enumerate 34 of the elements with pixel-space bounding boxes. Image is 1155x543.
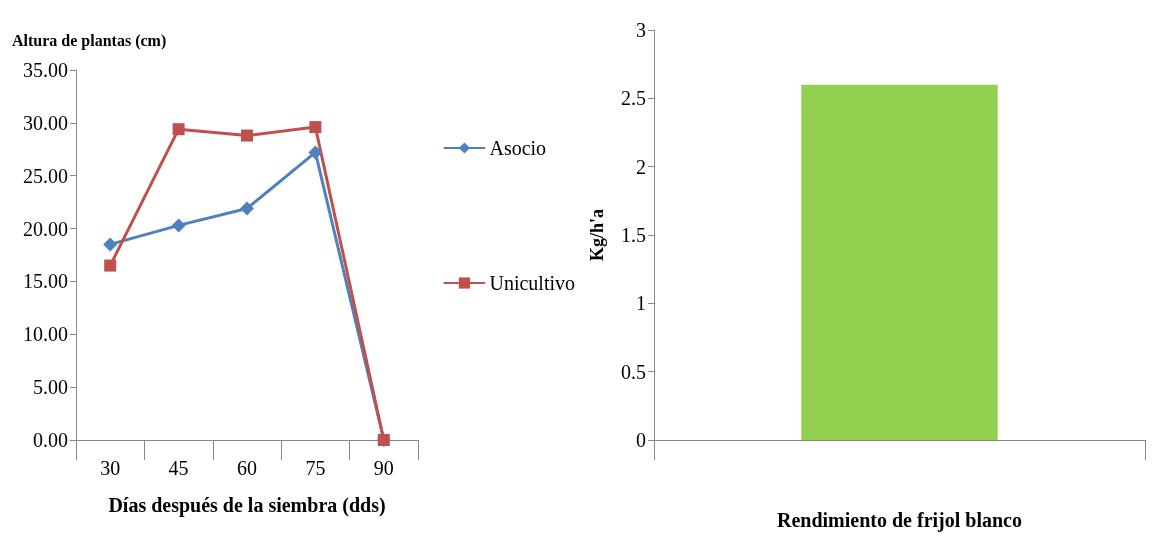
y-tick-label: 2.5 [621, 87, 646, 110]
y-tick-label: 10.00 [23, 323, 68, 346]
y-tick-label: 0 [636, 429, 646, 451]
point [241, 129, 253, 142]
y-tick-label: 25.00 [23, 164, 68, 187]
x-axis-title: Días después de la siembra (dds) [108, 494, 386, 517]
y-tick-label: 35.00 [23, 59, 68, 81]
point [240, 201, 254, 216]
point [103, 237, 118, 252]
y-tick-label: 1.5 [621, 224, 646, 246]
x-axis-title: Rendimiento de frijol blanco [777, 509, 1022, 532]
y-tick-label: 3 [636, 19, 646, 41]
x-tick-label: 75 [305, 457, 326, 479]
x-tick-label: 60 [237, 457, 257, 479]
legend-label: Asocio [489, 137, 547, 159]
point [104, 259, 117, 272]
y-tick-label: 5.00 [33, 376, 68, 399]
x-tick-label: 90 [373, 457, 394, 479]
y-tick-label: 1 [636, 292, 646, 315]
point [172, 123, 185, 136]
legend-label: Unicultivo [489, 272, 575, 294]
y-axis-title: Kg/h'a [587, 208, 607, 262]
y-tick-label: 0.00 [33, 429, 68, 451]
y-axis-title: Altura de plantas (cm) [12, 31, 167, 50]
point [171, 218, 186, 233]
point [309, 121, 322, 134]
point [308, 145, 323, 160]
y-tick-label: 0.5 [621, 360, 646, 383]
x-tick-label: 30 [100, 457, 121, 479]
y-tick-label: 15.00 [23, 270, 68, 293]
y-tick-label: 2 [636, 155, 646, 178]
x-tick-label: 45 [168, 457, 189, 479]
y-tick-label: 30.00 [23, 111, 68, 134]
y-tick-label: 20.00 [23, 217, 68, 240]
